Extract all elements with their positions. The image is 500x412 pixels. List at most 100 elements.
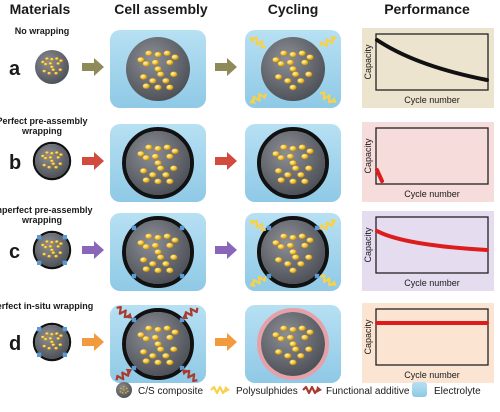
sulfur-dot <box>59 59 64 63</box>
sulfur-dot <box>289 341 297 347</box>
sulfur-dot <box>40 60 45 64</box>
sulfur-dot <box>119 391 122 393</box>
process-arrow <box>82 58 104 76</box>
sulfur-dot <box>122 385 126 388</box>
sulfur-dot <box>154 84 162 91</box>
sulfur-dot <box>154 249 162 255</box>
sulfur-dot <box>163 144 171 151</box>
row-subtitle: Perfect pre-assembly <box>0 116 88 126</box>
sulfur-dot <box>139 168 148 174</box>
sulfur-dot <box>291 254 300 261</box>
legend-label: Electrolyte <box>434 386 481 397</box>
sulfur-dot <box>139 349 148 355</box>
sulfur-dot <box>142 266 150 272</box>
sulfur-dot <box>154 145 162 152</box>
performance-panel <box>362 28 494 108</box>
sulfur-dot <box>54 346 59 350</box>
functional-additive-head <box>181 312 189 320</box>
arrow-shape <box>82 152 104 170</box>
sulfur-dot <box>151 242 160 249</box>
sulfur-dot <box>305 165 313 172</box>
sulfur-dot <box>59 153 64 157</box>
row-subtitle: Perfect in-situ wrapping <box>0 301 93 311</box>
sulfur-dot <box>149 352 157 359</box>
sulfur-dot <box>42 344 47 348</box>
wrapping-layer <box>257 216 329 288</box>
process-arrow <box>82 152 104 170</box>
sulfur-dot <box>49 159 55 163</box>
legend-label: Polysulphides <box>236 386 298 397</box>
sulfur-dot <box>306 329 314 336</box>
sulfur-dot <box>56 155 61 160</box>
sulfur-dot <box>58 251 63 255</box>
sulfur-dot <box>56 336 61 341</box>
row-label: b <box>9 152 21 174</box>
electrolyte-icon <box>412 382 427 397</box>
sulfur-dot <box>298 50 306 57</box>
polysulphide-body <box>319 274 335 287</box>
sulfur-dot <box>121 392 124 394</box>
y-axis-label: Capacity <box>363 44 373 80</box>
cs-composite-particle <box>257 127 329 199</box>
functional-additive-icon <box>302 385 322 395</box>
sulfur-dot <box>145 144 153 151</box>
sulfur-dot <box>54 151 59 155</box>
cs-composite-particle <box>257 216 329 288</box>
sulfur-dot <box>289 234 297 241</box>
sulfur-dot <box>166 59 174 66</box>
sulfur-dot <box>125 387 128 390</box>
sulfur-dot <box>289 51 297 58</box>
header-materials: Materials <box>10 1 71 17</box>
sulfur-dot <box>301 242 309 249</box>
wrapping-gap <box>179 273 185 279</box>
sulfur-dot <box>163 50 171 57</box>
sulfur-dot <box>47 71 52 75</box>
sulfur-dot <box>171 148 179 155</box>
sulfur-dot <box>49 151 55 155</box>
functional-additive <box>181 369 198 382</box>
sulfur-dot <box>59 242 64 246</box>
sulfur-dot <box>49 57 55 61</box>
sulfur-dot <box>162 77 170 84</box>
sulfur-dot <box>154 66 162 72</box>
sulfur-dot <box>156 165 165 172</box>
wrapping-gap <box>131 225 137 231</box>
polysulphide-head <box>329 97 337 103</box>
sulfur-dot <box>280 325 288 332</box>
sulfur-dot <box>297 77 305 84</box>
sulfur-dot <box>154 178 162 185</box>
functional-additive-head <box>125 368 133 376</box>
sulfur-dot <box>49 332 55 336</box>
polysulphide-head <box>330 36 337 43</box>
polysulphide-head <box>329 280 337 286</box>
sulfur-dot <box>154 359 162 366</box>
row-subtitle: wrapping <box>21 126 62 136</box>
sulfur-dot <box>166 334 174 341</box>
sulfur-dot <box>137 239 145 246</box>
capacity-curve <box>375 168 384 183</box>
process-arrow <box>215 333 237 351</box>
wrapping-layer <box>257 308 329 380</box>
functional-additive-head <box>125 312 133 319</box>
wrapping-gap <box>37 327 42 332</box>
sulfur-dot <box>142 154 150 161</box>
sulfur-dot <box>47 165 52 169</box>
polysulphide <box>249 36 267 49</box>
sulfur-dot <box>149 260 157 267</box>
sulfur-dot <box>289 267 297 274</box>
functional-additive <box>115 368 133 381</box>
sulfur-dot <box>45 151 50 155</box>
polysulphide-body <box>319 91 335 104</box>
sulfur-dot <box>170 165 178 172</box>
sulfur-dot <box>137 56 145 63</box>
wrapping-gap <box>37 352 42 357</box>
polysulphide-icon-head <box>224 386 230 393</box>
process-arrow <box>82 241 104 259</box>
sulfur-dot <box>48 61 53 66</box>
row-d: d Perfect in-situ wrapping Capacity Cycle n… <box>0 301 494 383</box>
sulfur-dot <box>171 329 179 336</box>
performance-axes <box>375 216 489 274</box>
polysulphide-body <box>251 36 267 49</box>
y-axis-label: Capacity <box>363 227 373 263</box>
